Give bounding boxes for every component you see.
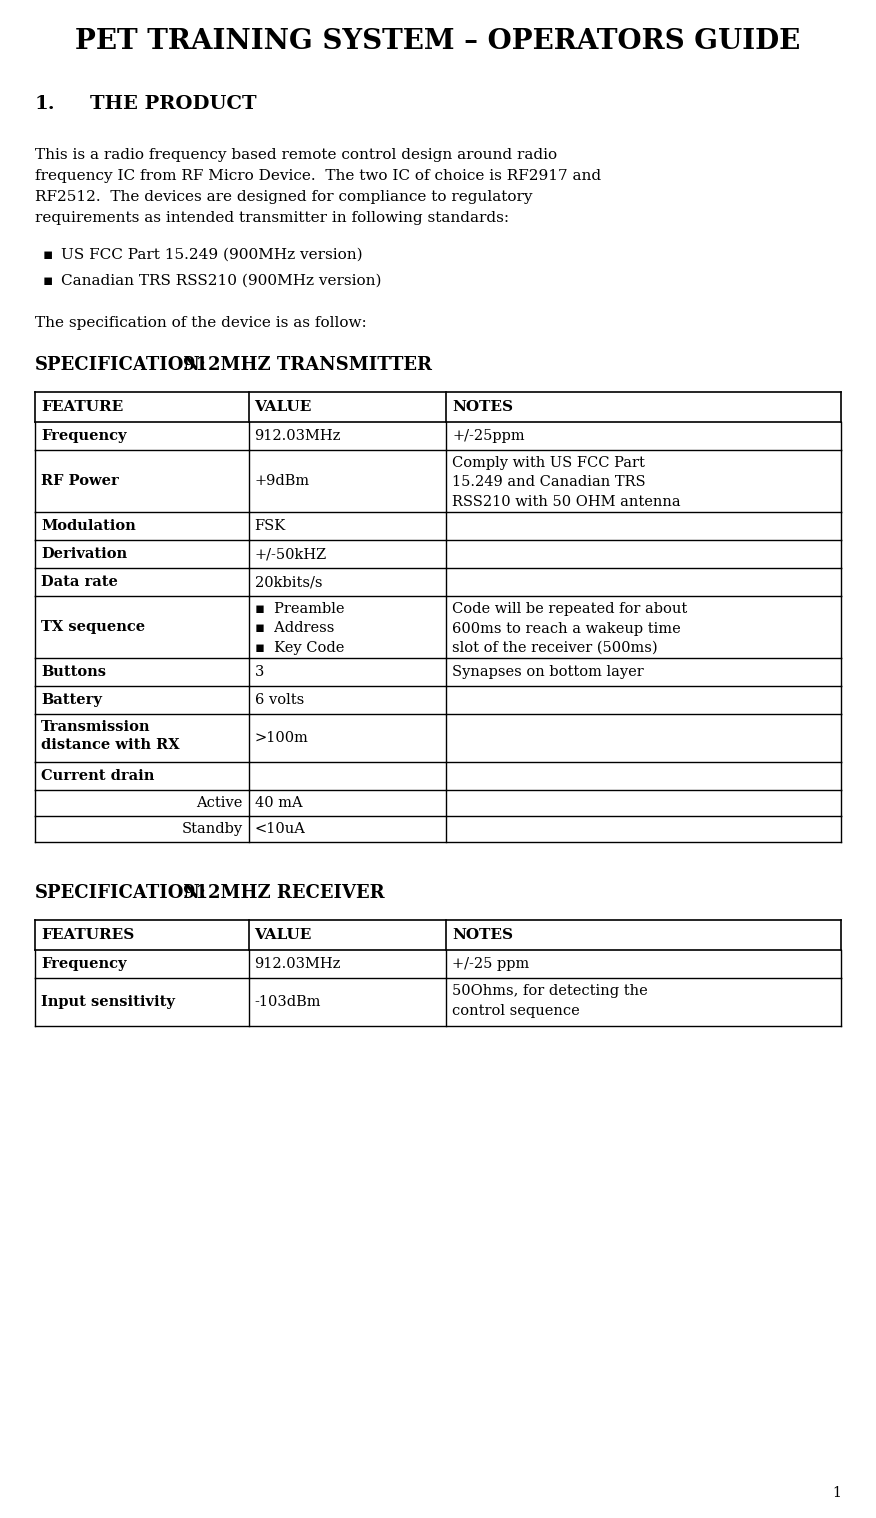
Text: 40 mA: 40 mA <box>255 795 302 811</box>
Text: SPECIFICATION:: SPECIFICATION: <box>35 357 207 373</box>
Text: VALUE: VALUE <box>255 401 312 414</box>
Text: Battery: Battery <box>41 694 102 707</box>
Text: SPECIFICATION:: SPECIFICATION: <box>35 883 207 902</box>
Text: US FCC Part 15.249 (900MHz version): US FCC Part 15.249 (900MHz version) <box>61 247 363 263</box>
Text: NOTES: NOTES <box>452 401 513 414</box>
Text: THE PRODUCT: THE PRODUCT <box>90 96 257 112</box>
Text: Comply with US FCC Part
15.249 and Canadian TRS
RSS210 with 50 OHM antenna: Comply with US FCC Part 15.249 and Canad… <box>452 455 681 509</box>
Text: 912.03MHz: 912.03MHz <box>255 956 341 972</box>
Text: +9dBm: +9dBm <box>255 474 310 487</box>
Text: 1: 1 <box>832 1486 841 1500</box>
Text: 20kbits/s: 20kbits/s <box>255 575 322 589</box>
Text: Data rate: Data rate <box>41 575 118 589</box>
Text: 6 volts: 6 volts <box>255 694 304 707</box>
Text: This is a radio frequency based remote control design around radio: This is a radio frequency based remote c… <box>35 147 557 162</box>
Text: -103dBm: -103dBm <box>255 994 321 1009</box>
Text: NOTES: NOTES <box>452 927 513 943</box>
Text: FEATURES: FEATURES <box>41 927 134 943</box>
Text: Derivation: Derivation <box>41 546 127 562</box>
Text: The specification of the device is as follow:: The specification of the device is as fo… <box>35 316 367 329</box>
Text: 912MHZ TRANSMITTER: 912MHZ TRANSMITTER <box>183 357 432 373</box>
Text: Code will be repeated for about
600ms to reach a wakeup time
slot of the receive: Code will be repeated for about 600ms to… <box>452 603 688 654</box>
Text: Synapses on bottom layer: Synapses on bottom layer <box>452 665 644 679</box>
Text: >100m: >100m <box>255 732 308 745</box>
Text: 3: 3 <box>255 665 264 679</box>
Text: 1.: 1. <box>35 96 55 112</box>
Text: ▪: ▪ <box>43 275 53 288</box>
Text: Frequency: Frequency <box>41 430 126 443</box>
Text: Active: Active <box>196 795 243 811</box>
Text: frequency IC from RF Micro Device.  The two IC of choice is RF2917 and: frequency IC from RF Micro Device. The t… <box>35 168 601 184</box>
Text: ▪: ▪ <box>43 247 53 263</box>
Text: requirements as intended transmitter in following standards:: requirements as intended transmitter in … <box>35 211 509 225</box>
Text: Canadian TRS RSS210 (900MHz version): Canadian TRS RSS210 (900MHz version) <box>61 275 382 288</box>
Text: Standby: Standby <box>181 823 243 836</box>
Text: +/-25ppm: +/-25ppm <box>452 430 525 443</box>
Text: Transmission
distance with RX: Transmission distance with RX <box>41 720 180 753</box>
Text: +/-25 ppm: +/-25 ppm <box>452 956 529 972</box>
Text: RF2512.  The devices are designed for compliance to regulatory: RF2512. The devices are designed for com… <box>35 190 533 203</box>
Text: 912.03MHz: 912.03MHz <box>255 430 341 443</box>
Text: ▪  Preamble
▪  Address
▪  Key Code: ▪ Preamble ▪ Address ▪ Key Code <box>255 603 344 654</box>
Text: +/-50kHZ: +/-50kHZ <box>255 546 327 562</box>
Text: VALUE: VALUE <box>255 927 312 943</box>
Text: Current drain: Current drain <box>41 770 154 783</box>
Text: FSK: FSK <box>255 519 286 533</box>
Text: RF Power: RF Power <box>41 474 119 487</box>
Text: TX sequence: TX sequence <box>41 619 145 635</box>
Text: 912MHZ RECEIVER: 912MHZ RECEIVER <box>183 883 385 902</box>
Text: <10uA: <10uA <box>255 823 306 836</box>
Text: Frequency: Frequency <box>41 956 126 972</box>
Text: Input sensitivity: Input sensitivity <box>41 994 175 1009</box>
Text: PET TRAINING SYSTEM – OPERATORS GUIDE: PET TRAINING SYSTEM – OPERATORS GUIDE <box>75 27 801 55</box>
Text: Modulation: Modulation <box>41 519 136 533</box>
Text: Buttons: Buttons <box>41 665 106 679</box>
Text: 50Ohms, for detecting the
control sequence: 50Ohms, for detecting the control sequen… <box>452 984 648 1017</box>
Text: FEATURE: FEATURE <box>41 401 124 414</box>
